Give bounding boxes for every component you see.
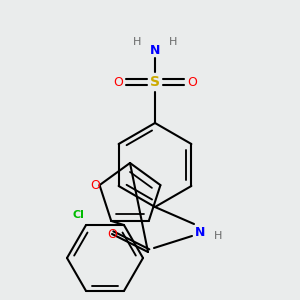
Text: Cl: Cl [72,210,84,220]
Text: N: N [150,44,160,56]
Text: S: S [150,75,160,89]
Text: O: O [113,76,123,88]
Text: O: O [187,76,197,88]
Text: H: H [133,37,141,47]
Text: H: H [214,231,222,241]
Text: H: H [169,37,177,47]
Text: N: N [195,226,205,238]
Text: O: O [107,227,117,241]
Text: O: O [91,178,100,192]
